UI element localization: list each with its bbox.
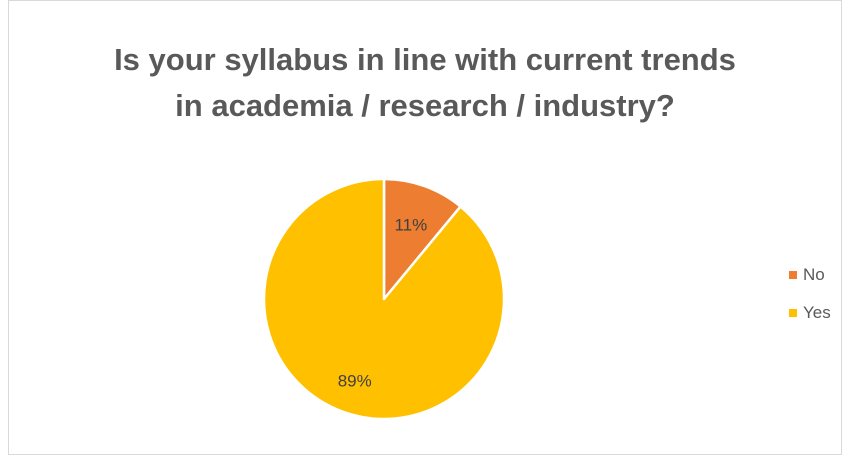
chart-title-line-1: Is your syllabus in line with current tr… <box>114 42 736 77</box>
pie-slice-no <box>382 177 462 301</box>
pie-slice-yes <box>262 177 506 421</box>
data-label-yes: 89% <box>338 371 372 390</box>
data-label-no: 11% <box>394 215 427 234</box>
pie-data-labels: 11% 89% <box>338 215 427 390</box>
legend-item-yes: Yes <box>789 301 831 325</box>
legend-swatch-no <box>789 271 797 279</box>
legend-label-no: No <box>803 265 825 284</box>
legend-label-yes: Yes <box>803 303 831 322</box>
pie-chart: 11% 89% <box>262 177 506 421</box>
chart-title-line-2: in academia / research / industry? <box>175 88 675 123</box>
chart-legend: No Yes <box>789 263 831 339</box>
chart-frame: Is your syllabus in line with current tr… <box>8 0 842 455</box>
chart-title: Is your syllabus in line with current tr… <box>9 37 841 129</box>
pie-slices <box>262 177 506 421</box>
legend-item-no: No <box>789 263 831 287</box>
legend-swatch-yes <box>789 309 797 317</box>
